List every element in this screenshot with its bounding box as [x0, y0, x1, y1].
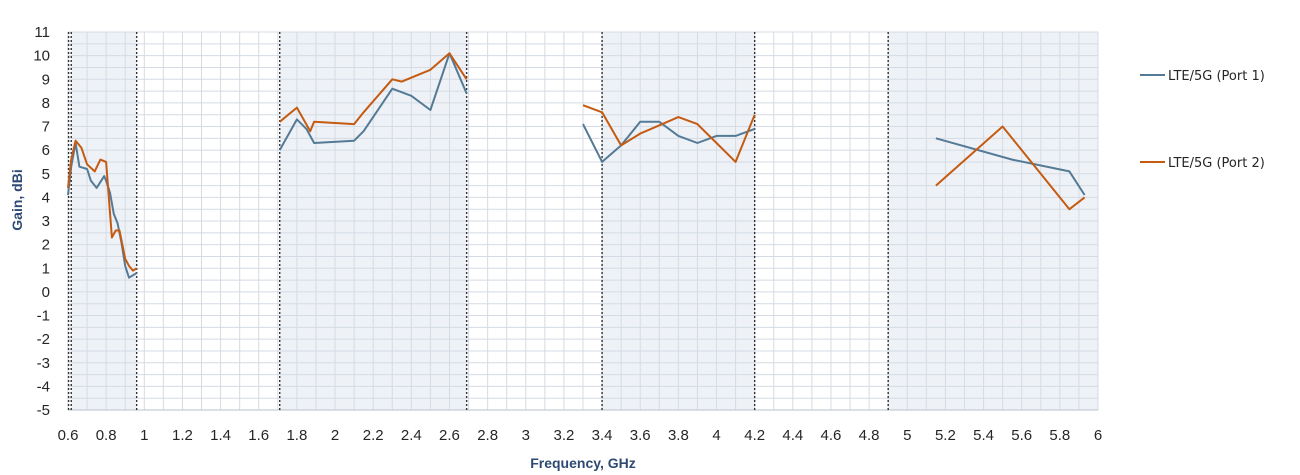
y-tick-label: -5: [37, 402, 50, 419]
series-2-segment-1: [67, 139, 138, 272]
x-tick-label: 1.4: [210, 427, 231, 444]
x-tick-label: 4.6: [821, 427, 842, 444]
legend: LTE/5G (Port 1) LTE/5G (Port 2): [1140, 69, 1265, 171]
y-tick-label: 10: [33, 48, 50, 65]
y-tick-label: 2: [42, 237, 50, 254]
x-tick-label: 2.8: [477, 427, 498, 444]
y-tick-label: -3: [37, 355, 50, 372]
x-tick-label: 5: [903, 427, 911, 444]
x-tick-label: 3.4: [592, 427, 613, 444]
y-tick-labels: -5 -4 -3 -2 -1 0 1 2 3 4 5 6 7 8 9 10 11: [33, 24, 50, 419]
y-tick-label: -4: [37, 378, 50, 395]
x-axis-title: Frequency, GHz: [530, 455, 636, 471]
y-tick-label: 11: [34, 24, 50, 41]
x-tick-labels: 0.6 0.8 1 1.2 1.4 1.6 1.8 2 2.2 2.4 2.6 2.8 3 3.2 3.4 3…: [58, 427, 1103, 444]
y-tick-label: 8: [42, 95, 50, 112]
series-1-segment-2: [278, 52, 468, 151]
legend-label-port2: LTE/5G (Port 2): [1168, 156, 1265, 171]
y-axis-title: Gain, dBi: [9, 169, 25, 230]
x-tick-label: 3.6: [630, 427, 651, 444]
x-tick-label: 5.4: [973, 427, 994, 444]
y-tick-label: -2: [37, 331, 50, 348]
series-2-segment-4: [935, 125, 1086, 211]
x-tick-label: 1: [140, 427, 148, 444]
x-tick-label: 4.4: [782, 427, 803, 444]
series-2-segment-3: [582, 104, 756, 163]
x-tick-label: 4: [712, 427, 720, 444]
y-tick-label: 4: [42, 189, 50, 206]
y-tick-label: -1: [37, 308, 50, 325]
x-tick-label: 4.8: [859, 427, 880, 444]
y-tick-label: 6: [42, 142, 50, 159]
x-tick-label: 1.2: [172, 427, 193, 444]
x-tick-label: 2.6: [439, 427, 460, 444]
x-tick-label: 4.2: [744, 427, 765, 444]
series-lines: [67, 52, 1086, 279]
y-tick-label: 7: [42, 119, 50, 136]
series-2-segment-2: [279, 52, 468, 133]
y-tick-label: 9: [42, 71, 50, 88]
x-tick-label: 3.8: [668, 427, 689, 444]
x-tick-label: 5.6: [1011, 427, 1032, 444]
x-tick-label: 2.2: [363, 427, 384, 444]
y-tick-label: 0: [42, 284, 50, 301]
y-tick-label: 5: [42, 166, 50, 183]
x-tick-label: 1.8: [286, 427, 307, 444]
x-tick-label: 3: [522, 427, 530, 444]
y-tick-label: 3: [42, 213, 50, 230]
grid-lines: [67, 31, 1099, 411]
x-tick-label: 2.4: [401, 427, 422, 444]
x-tick-label: 0.8: [96, 427, 117, 444]
x-tick-label: 5.8: [1049, 427, 1070, 444]
legend-label-port1: LTE/5G (Port 1): [1168, 69, 1265, 84]
x-tick-label: 0.6: [58, 427, 79, 444]
x-tick-label: 1.6: [248, 427, 269, 444]
series-1-segment-1: [67, 142, 138, 279]
x-tick-label: 2: [331, 427, 339, 444]
band-edge-lines: [67, 32, 889, 410]
series-1-segment-4: [935, 137, 1086, 196]
y-tick-label: 1: [42, 260, 50, 277]
series-1-segment-3: [582, 120, 756, 163]
x-tick-label: 5.2: [935, 427, 956, 444]
x-tick-label: 3.2: [553, 427, 574, 444]
x-tick-label: 6: [1094, 427, 1102, 444]
